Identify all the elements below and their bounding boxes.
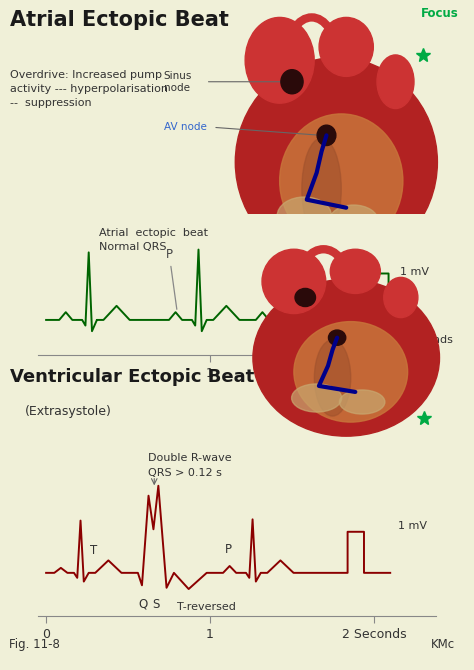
Text: Atrial Ectopic Beat: Atrial Ectopic Beat: [10, 10, 229, 30]
Text: Overdrive: Increased pump
activity --- hyperpolarisation
--  suppression: Overdrive: Increased pump activity --- h…: [10, 70, 168, 109]
Ellipse shape: [245, 17, 314, 103]
Ellipse shape: [280, 114, 403, 248]
Text: QRS > 0.12 s: QRS > 0.12 s: [148, 468, 221, 478]
Text: Q: Q: [139, 598, 148, 610]
Ellipse shape: [262, 249, 326, 314]
Text: Seconds: Seconds: [407, 335, 454, 345]
Text: 1 mV: 1 mV: [398, 521, 428, 531]
Ellipse shape: [235, 58, 438, 267]
Text: Normal QRS: Normal QRS: [99, 242, 166, 251]
Text: Focus: Focus: [421, 7, 459, 20]
Text: Ventricular Ectopic Beat: Ventricular Ectopic Beat: [10, 369, 254, 387]
Text: Fig. 11-8: Fig. 11-8: [9, 638, 60, 651]
Ellipse shape: [377, 55, 414, 109]
Text: P: P: [166, 248, 177, 310]
Circle shape: [328, 330, 346, 345]
Text: Atrial  ectopic  beat: Atrial ectopic beat: [99, 228, 208, 237]
Ellipse shape: [314, 340, 351, 416]
Ellipse shape: [253, 279, 439, 436]
Circle shape: [317, 125, 336, 145]
Ellipse shape: [294, 322, 408, 422]
Ellipse shape: [277, 197, 331, 234]
Text: T: T: [91, 543, 98, 557]
Circle shape: [295, 288, 316, 307]
Text: Double R-wave: Double R-wave: [148, 453, 231, 463]
Ellipse shape: [302, 138, 341, 240]
Ellipse shape: [339, 390, 385, 414]
Ellipse shape: [330, 249, 380, 293]
Circle shape: [281, 70, 303, 94]
Text: (Extrasystole): (Extrasystole): [25, 405, 111, 418]
Text: S: S: [152, 598, 159, 610]
Ellipse shape: [319, 17, 374, 76]
Text: 1 mV: 1 mV: [400, 267, 429, 277]
Ellipse shape: [292, 384, 342, 412]
Text: T-reversed: T-reversed: [177, 602, 236, 612]
Text: AV node: AV node: [164, 123, 207, 132]
Ellipse shape: [384, 277, 418, 318]
Text: KMc: KMc: [431, 638, 456, 651]
Text: Sinus
node: Sinus node: [164, 71, 192, 92]
Ellipse shape: [329, 205, 378, 237]
Text: P: P: [225, 543, 232, 556]
